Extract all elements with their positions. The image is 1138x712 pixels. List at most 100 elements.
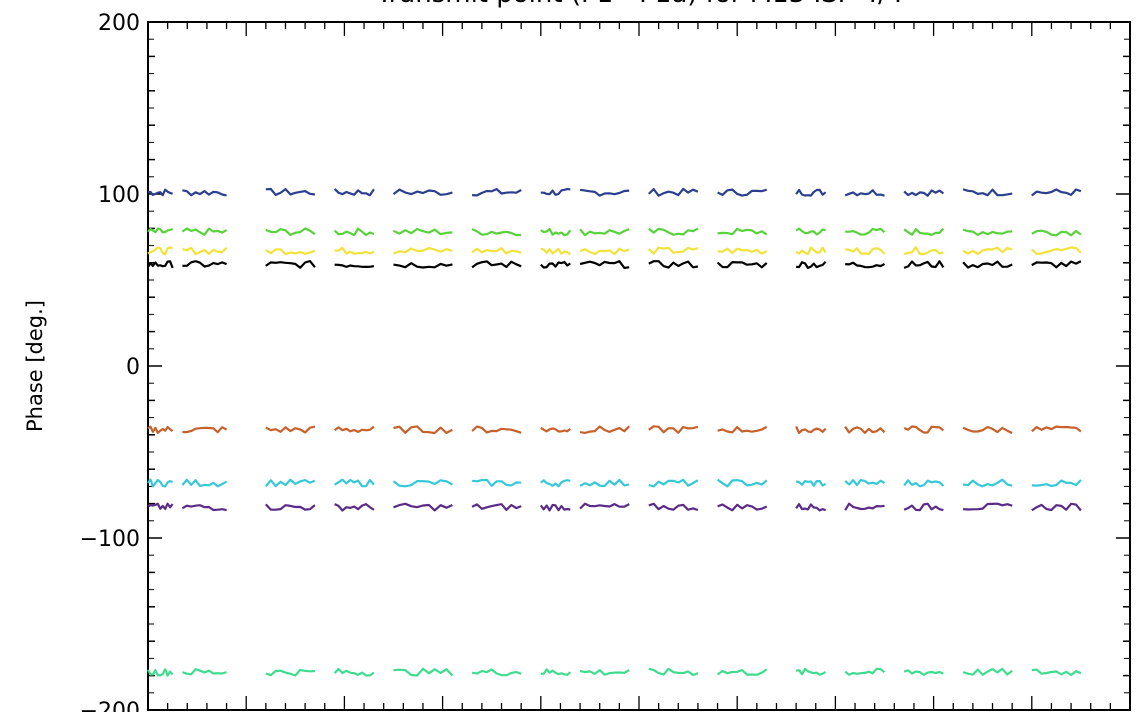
series-segment bbox=[265, 503, 316, 511]
series-segment bbox=[579, 502, 630, 510]
series-segment bbox=[471, 668, 522, 677]
series-segment bbox=[903, 260, 945, 269]
series-segment bbox=[648, 260, 699, 269]
series-segment bbox=[333, 227, 375, 237]
series-segment bbox=[795, 227, 826, 236]
series-segment bbox=[962, 478, 1013, 488]
series-segment bbox=[392, 188, 453, 196]
series-segment bbox=[648, 667, 699, 677]
series-segment bbox=[333, 667, 375, 677]
series-segment bbox=[265, 187, 316, 196]
series-segment bbox=[579, 668, 630, 676]
series-segment bbox=[147, 227, 173, 234]
series-line bbox=[147, 260, 1082, 269]
series-segment bbox=[182, 189, 227, 197]
series-segment bbox=[471, 503, 522, 511]
series-segment bbox=[147, 478, 173, 488]
series-segment bbox=[265, 227, 316, 236]
series-segment bbox=[181, 478, 228, 488]
series-segment bbox=[539, 503, 571, 512]
series-segment bbox=[845, 227, 886, 236]
series-segment bbox=[264, 478, 316, 488]
plot-area-frame bbox=[147, 21, 1131, 711]
y-tick-label: 200 bbox=[98, 11, 140, 36]
series-segment bbox=[845, 261, 886, 269]
chart-title-text: Transmit point (P1 - P1a) for M13 ISP 4/… bbox=[376, 0, 904, 9]
series-line bbox=[147, 502, 1082, 512]
series-segment bbox=[648, 227, 699, 236]
y-tick-labels: 200 100 0 −100 −200 bbox=[80, 11, 140, 712]
series-segment bbox=[844, 425, 886, 434]
series-segment bbox=[182, 426, 228, 434]
series-segment bbox=[717, 247, 768, 255]
series-segment bbox=[845, 247, 886, 256]
series-segment bbox=[334, 478, 375, 488]
series-segment bbox=[795, 480, 827, 487]
series-segment bbox=[648, 425, 699, 434]
y-axis-label: Phase [deg.] bbox=[23, 300, 47, 432]
y-tick-label: 0 bbox=[126, 355, 140, 380]
series-segment bbox=[393, 227, 453, 236]
series-segment bbox=[147, 668, 174, 677]
series-line bbox=[147, 187, 1082, 197]
series-segment bbox=[579, 478, 630, 488]
series-segment bbox=[717, 503, 768, 512]
series-segment bbox=[1031, 188, 1082, 197]
series-segment bbox=[393, 425, 453, 435]
y-tick-label: −200 bbox=[80, 699, 140, 712]
series-segment bbox=[182, 260, 227, 268]
series-segment bbox=[471, 260, 522, 269]
series-segment bbox=[648, 187, 699, 197]
series-segment bbox=[717, 227, 768, 236]
series-segment bbox=[903, 502, 944, 512]
series-line bbox=[147, 425, 1082, 435]
series-segment bbox=[393, 667, 454, 677]
series-segment bbox=[579, 260, 630, 269]
series-segment bbox=[1031, 246, 1082, 256]
series-segment bbox=[844, 478, 886, 487]
series-segment bbox=[1031, 229, 1082, 237]
series-segment bbox=[1031, 425, 1082, 433]
series-segment bbox=[962, 228, 1013, 236]
y-tick-label: 100 bbox=[98, 183, 140, 208]
series-segment bbox=[903, 189, 945, 197]
y-tick-label: −100 bbox=[80, 527, 140, 552]
series-line bbox=[147, 667, 1082, 677]
series-line bbox=[147, 246, 1082, 256]
series-segment bbox=[716, 478, 768, 488]
series-segment bbox=[393, 262, 453, 269]
series-segment bbox=[844, 667, 886, 676]
series-segment bbox=[796, 261, 827, 269]
series-segment bbox=[182, 246, 228, 256]
data-series bbox=[147, 187, 1082, 677]
series-segment bbox=[795, 425, 827, 435]
series-line bbox=[147, 227, 1082, 237]
series-segment bbox=[579, 188, 630, 197]
series-segment bbox=[795, 246, 827, 256]
series-segment bbox=[648, 246, 699, 255]
series-segment bbox=[903, 479, 945, 488]
series-segment bbox=[648, 502, 699, 512]
series-segment bbox=[795, 667, 827, 676]
series-segment bbox=[147, 425, 174, 434]
series-segment bbox=[540, 188, 571, 196]
series-segment bbox=[471, 247, 522, 255]
series-segment bbox=[540, 479, 571, 488]
series-segment bbox=[333, 188, 375, 197]
series-segment bbox=[393, 247, 453, 255]
series-segment bbox=[147, 188, 173, 197]
series-segment bbox=[265, 260, 316, 269]
series-segment bbox=[962, 246, 1013, 256]
series-segment bbox=[147, 246, 174, 256]
series-line bbox=[147, 478, 1082, 488]
series-segment bbox=[147, 502, 174, 510]
series-segment bbox=[1031, 668, 1082, 677]
series-segment bbox=[903, 227, 945, 236]
series-segment bbox=[181, 227, 228, 236]
series-segment bbox=[903, 246, 944, 256]
series-segment bbox=[540, 247, 571, 256]
series-segment bbox=[579, 228, 630, 237]
series-segment bbox=[1031, 479, 1082, 488]
series-segment bbox=[579, 425, 630, 434]
